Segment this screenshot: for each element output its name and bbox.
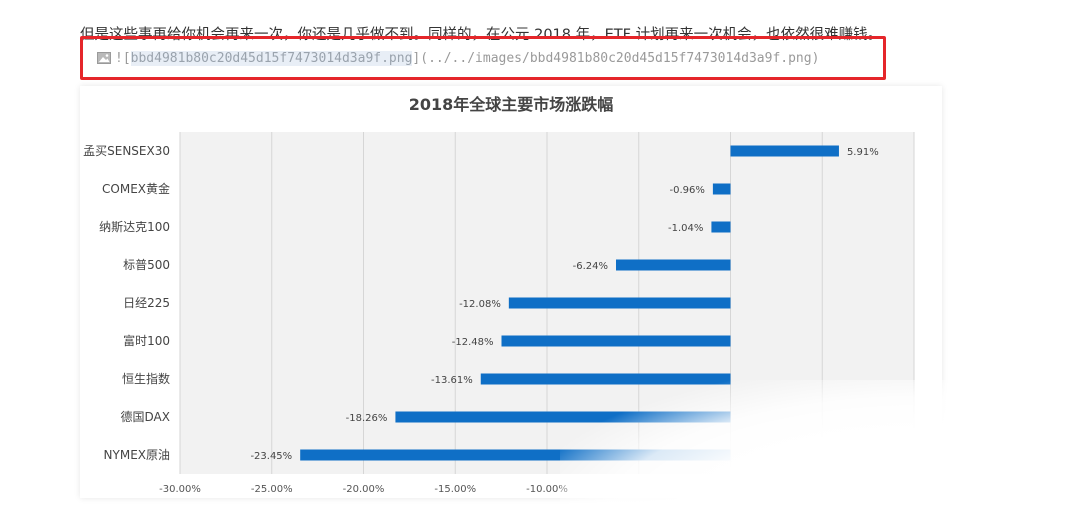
markdown-prefix: ![ <box>115 50 131 66</box>
data-label: -23.45% <box>250 451 292 462</box>
category-label: 孟买SENSEX30 <box>83 144 170 158</box>
bar <box>615 259 731 271</box>
category-label: 富时100 <box>123 333 170 348</box>
data-label: -12.08% <box>459 299 501 310</box>
chart-title: 2018年全球主要市场涨跌幅 <box>409 95 614 114</box>
x-tick-label: -15.00% <box>434 484 476 495</box>
x-tick-label: -30.00% <box>159 484 201 495</box>
category-label: 恒生指数 <box>122 371 170 386</box>
x-tick-label: -10.00% <box>526 484 568 495</box>
markdown-alt-text[interactable]: bbd4981b80c20d45d15f7473014d3a9f.png <box>130 50 413 66</box>
data-label: -1.04% <box>668 223 703 234</box>
category-label: 日经225 <box>123 296 170 310</box>
data-label: 5.91% <box>847 147 879 158</box>
data-label: -12.48% <box>452 337 494 348</box>
bar <box>712 183 731 195</box>
category-label: 纳斯达克100 <box>99 220 170 234</box>
image-icon <box>97 52 111 64</box>
bar <box>300 449 731 461</box>
data-label: -0.96% <box>669 185 704 196</box>
category-label: NYMEX原油 <box>104 448 170 462</box>
data-label: -13.61% <box>431 375 473 386</box>
markdown-middle: ]( <box>412 50 429 66</box>
x-tick-label: -25.00% <box>251 484 293 495</box>
x-tick-label: -20.00% <box>343 484 385 495</box>
markdown-image-path[interactable]: ../../images/bbd4981b80c20d45d15f7473014… <box>428 50 812 66</box>
category-label: COMEX黄金 <box>102 181 170 196</box>
bar <box>730 145 839 157</box>
chart-image: 孟买SENSEX30 COMEX黄金 纳斯达克100 标普500 日经225 富时100 恒… <box>80 86 942 498</box>
markdown-image-source[interactable]: ![bbd4981b80c20d45d15f7473014d3a9f.png](… <box>80 36 886 80</box>
bar <box>395 411 731 423</box>
bar <box>480 373 731 385</box>
markdown-suffix: ) <box>811 50 820 66</box>
bar <box>711 221 731 233</box>
data-label: -6.24% <box>573 261 608 272</box>
data-label: -18.26% <box>346 413 388 424</box>
category-label: 德国DAX <box>121 409 170 424</box>
category-label: 标普500 <box>123 258 170 272</box>
bar <box>508 297 731 309</box>
bar <box>501 335 731 347</box>
